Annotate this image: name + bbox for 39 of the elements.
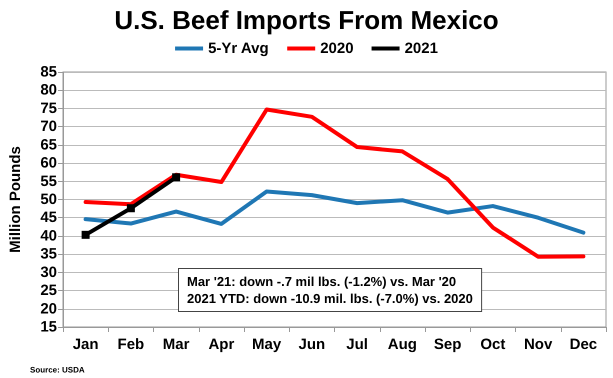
x-tick-label: Jan (72, 336, 99, 353)
chart-title: U.S. Beef Imports From Mexico (114, 5, 499, 35)
x-tick-label: Mar (162, 336, 190, 353)
line-series (84, 108, 586, 259)
y-tick-label: 40 (40, 227, 57, 244)
legend-label: 2020 (320, 40, 354, 57)
y-tick-label: 20 (40, 300, 57, 318)
y-tick-label: 80 (40, 82, 57, 99)
y-tick-label: 25 (40, 282, 57, 300)
x-tick-label: Jun (298, 336, 326, 353)
y-tick-label: 70 (40, 118, 57, 136)
y-tick-label: 15 (40, 318, 57, 336)
x-tick-label: Apr (208, 336, 234, 353)
annotation: Mar '21: down -.7 mil lbs. (-1.2%) vs. Mar '20 2021 YTD: down -10.9 mil. lbs. (-7.0%) vs. 2020 (187, 274, 473, 306)
y-tick-label: 30 (40, 264, 57, 281)
x-tick-label: Aug (388, 336, 417, 353)
point (126, 204, 135, 212)
point (172, 173, 180, 182)
y-tick-label: 35 (40, 246, 57, 263)
x-tick-label: Dec (570, 336, 598, 353)
y-tick-label: 55 (40, 172, 57, 190)
legend-label: 5-Yr Avg (208, 40, 269, 57)
y-tick-label: 45 (40, 209, 57, 226)
y-tick-label: 75 (40, 100, 57, 117)
x-tick-label: Jul (346, 336, 368, 353)
x-tick-label: Feb (118, 336, 144, 353)
y-tick-label: 85 (40, 64, 57, 80)
legend-label: 2021 (404, 40, 438, 57)
source-note: Source: USDA (30, 366, 85, 374)
point (82, 230, 90, 239)
y-axis-title: Million Pounds (7, 146, 24, 253)
x-tick-label: May (252, 336, 282, 353)
x-tick-label: Sep (434, 336, 462, 353)
x-tick-label: Nov (524, 336, 553, 353)
line-series (84, 189, 586, 235)
y-tick-label: 60 (40, 154, 57, 172)
y-tick-label: 65 (40, 136, 57, 154)
y-tick-label: 50 (40, 191, 57, 208)
x-tick-label: Oct (480, 336, 506, 353)
